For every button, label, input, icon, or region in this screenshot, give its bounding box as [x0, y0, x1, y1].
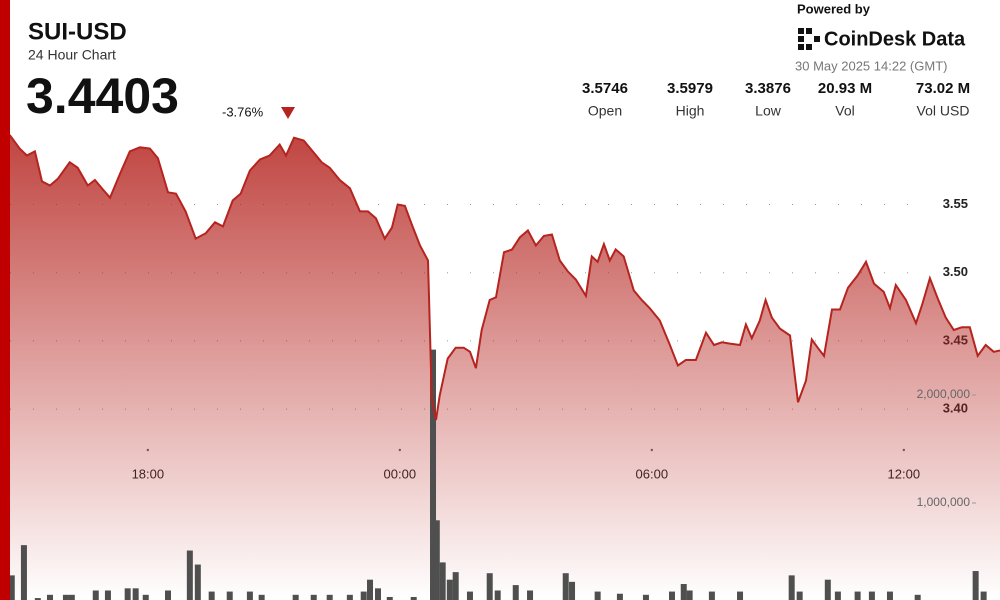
price-area [9, 135, 1000, 600]
volume-bar [62, 594, 69, 600]
volume-bar [796, 591, 803, 600]
volume-bar [668, 591, 675, 600]
volume-bar [310, 594, 317, 600]
volume-bar [430, 349, 437, 600]
volume-bar [433, 520, 440, 600]
volume-bar [972, 571, 979, 600]
volume-bar [164, 590, 171, 600]
volume-bar [292, 594, 299, 600]
stat-value: 3.5979 [667, 80, 713, 97]
volume-bar [562, 573, 569, 600]
subtitle: 24 Hour Chart [28, 47, 116, 63]
brand: CoinDesk Data [824, 28, 966, 50]
volume-bar [186, 550, 193, 600]
volume-bar [466, 591, 473, 600]
volume-bar [46, 594, 53, 600]
volume-bar [208, 591, 215, 600]
timestamp: 30 May 2025 14:22 (GMT) [795, 58, 947, 73]
volume-bar [246, 591, 253, 600]
volume-bar [886, 591, 893, 600]
stat-value: 3.5746 [582, 80, 628, 97]
volume-bar [527, 590, 534, 600]
volume-bar [326, 594, 333, 600]
volume-bar [92, 590, 99, 600]
volume-bar [486, 573, 493, 600]
stat-label: Vol USD [917, 103, 970, 119]
y-tick-label: 3.55 [943, 196, 968, 211]
volume-bar [194, 564, 201, 600]
stat-value: 20.93 M [818, 80, 872, 97]
volume-bar [594, 591, 601, 600]
volume-bar [68, 594, 75, 600]
volume-bar [20, 545, 27, 600]
down-arrow [281, 107, 295, 119]
volume-bar [386, 596, 393, 600]
volume-bar [834, 591, 841, 600]
volume-bar [367, 579, 374, 600]
volume-bar [104, 590, 111, 600]
volume-bar [494, 590, 501, 600]
y2-tick-label: 1,000,000 [917, 495, 971, 509]
volume-bar [616, 593, 623, 600]
volume-bar [374, 588, 381, 600]
volume-bar [914, 594, 921, 600]
stat-value: 3.3876 [745, 80, 791, 97]
volume-bar [569, 581, 576, 600]
accent-bar [0, 0, 10, 600]
volume-bar [788, 575, 795, 600]
volume-bar [439, 562, 446, 600]
stat-value: 73.02 M [916, 80, 970, 97]
title: SUI-USD [28, 18, 127, 45]
stats: 3.5746 Open 3.5979 High 3.3876 Low 20.93 M Vol 7… [582, 80, 970, 119]
stat-label: Low [755, 103, 782, 119]
volume-bar [346, 594, 353, 600]
volume-bar [980, 591, 987, 600]
plot: 3.403.453.503.5518:0000:0006:0012:001,00… [8, 134, 1000, 600]
volume-bar [868, 591, 875, 600]
volume-bar [680, 584, 687, 600]
volume-bar [8, 575, 15, 600]
volume-bar [226, 591, 233, 600]
volume-bar [410, 596, 417, 600]
brand-logo [798, 28, 820, 50]
volume-bar [446, 579, 453, 600]
volume-bar [686, 590, 693, 600]
stat-label: Open [588, 103, 622, 119]
volume-bar [737, 591, 744, 600]
stat-label: High [676, 103, 705, 119]
volume-bar [124, 588, 131, 600]
volume-bar [642, 594, 649, 600]
volume-bar [512, 585, 519, 600]
y2-tick-label: 2,000,000 [917, 387, 971, 401]
volume-bar [258, 594, 265, 600]
volume-bar [142, 594, 149, 600]
price-line [8, 134, 1000, 421]
volume-bar [360, 591, 367, 600]
price: 3.4403 [26, 68, 179, 124]
volume-bar [854, 591, 861, 600]
y-tick-label: 3.50 [943, 264, 968, 279]
volume-bar [708, 591, 715, 600]
volume-bar [34, 598, 41, 600]
change: -3.76% [222, 104, 264, 119]
volume-bar [132, 588, 139, 600]
volume-bar [452, 572, 459, 600]
powered-by: Powered by [797, 1, 871, 16]
stat-label: Vol [835, 103, 854, 119]
volume-bar [824, 579, 831, 600]
